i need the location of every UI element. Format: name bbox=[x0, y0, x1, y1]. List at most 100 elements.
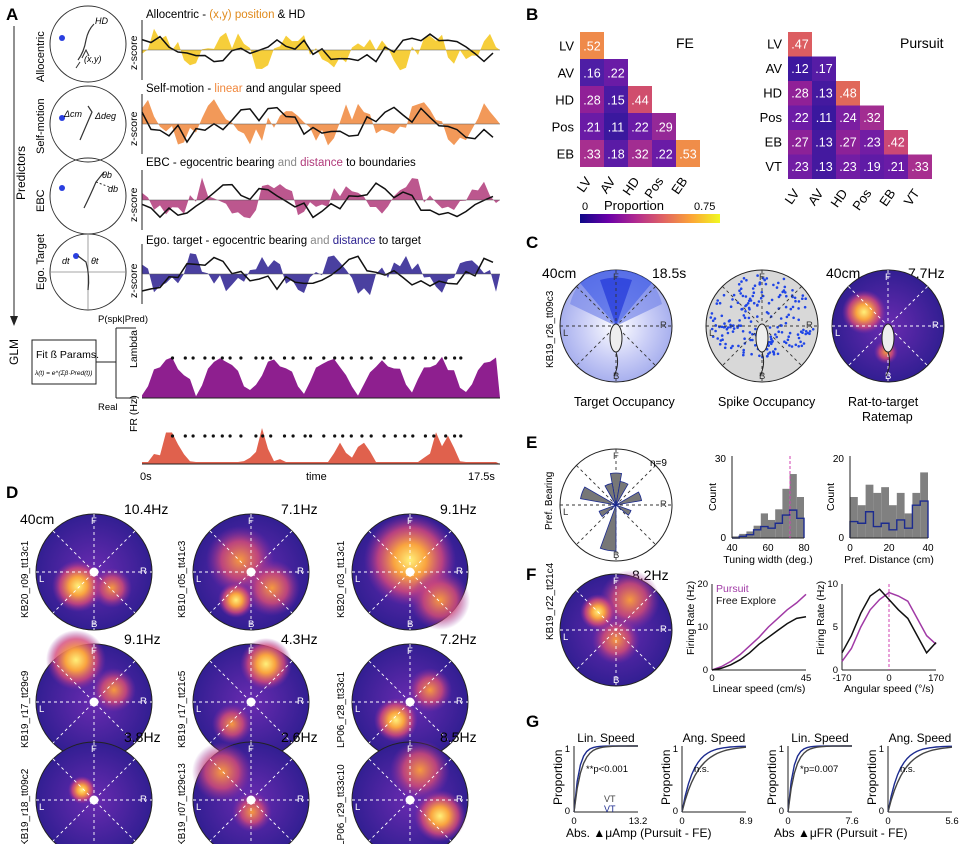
compass-line bbox=[52, 758, 136, 842]
plot-xlabel: Linear speed (cm/s) bbox=[713, 683, 806, 695]
spike-dot bbox=[220, 434, 224, 438]
plot-ytick: 20 bbox=[697, 579, 708, 590]
pursuit-curve bbox=[841, 591, 937, 662]
zscore-trace bbox=[141, 255, 494, 292]
plot-xlabel: Angular speed (°/s) bbox=[844, 683, 934, 695]
matrix-cell-value: .12 bbox=[791, 62, 808, 76]
spike-dot bbox=[790, 345, 794, 348]
matrix-row-label: Pos bbox=[552, 119, 575, 134]
svg-text:dt: dt bbox=[62, 256, 70, 266]
plot-ytick: 5 bbox=[833, 622, 838, 633]
ratemap-cell-id: KB19_r17_tt29c9 bbox=[20, 670, 31, 748]
center-dot bbox=[246, 795, 256, 805]
hist-bar bbox=[789, 474, 797, 538]
cdf-stat: **p<0.001 bbox=[586, 764, 628, 775]
spike-dot bbox=[754, 344, 757, 347]
matrix-cell bbox=[860, 130, 884, 155]
rose-petal bbox=[615, 491, 643, 506]
rose-petal bbox=[580, 486, 617, 506]
cdf-ytick: 1 bbox=[779, 744, 784, 755]
spike-dot bbox=[739, 292, 742, 295]
matrix-cell-value: .13 bbox=[815, 136, 832, 150]
ratemap-peak-rate: 9.1Hz bbox=[124, 631, 161, 647]
spike-dot bbox=[729, 346, 733, 350]
compass-back: B bbox=[248, 619, 254, 630]
spike-dot bbox=[761, 277, 765, 280]
lambda-label: Lambda bbox=[128, 330, 140, 368]
compass-line bbox=[368, 660, 452, 744]
spike-dot bbox=[715, 302, 719, 305]
compass-right: R bbox=[660, 320, 667, 331]
spike-dot bbox=[756, 304, 759, 307]
matrix-cell-value: .27 bbox=[791, 136, 808, 150]
spike-dot bbox=[784, 305, 788, 309]
compass-line bbox=[209, 530, 293, 614]
hist-outline bbox=[732, 509, 805, 539]
hist-xlabel: Tuning width (deg.) bbox=[723, 554, 813, 566]
matrix-cell bbox=[628, 140, 652, 167]
hist-bar bbox=[768, 519, 776, 538]
spike-dot bbox=[211, 434, 215, 438]
compass-back: B bbox=[613, 675, 619, 686]
spike-dot bbox=[785, 294, 788, 298]
spike-dot bbox=[752, 291, 756, 295]
cdf-ylabel: Proportion bbox=[551, 750, 565, 805]
spike-dot bbox=[254, 434, 258, 438]
compass-left: L bbox=[196, 704, 201, 715]
hist-xtick: 60 bbox=[762, 543, 774, 554]
compass-front: F bbox=[91, 646, 97, 657]
spike-dot bbox=[322, 356, 326, 360]
zscore-trace bbox=[141, 33, 494, 63]
compass-front: F bbox=[91, 516, 97, 527]
matrix-cell bbox=[788, 130, 812, 155]
matrix-cell-value: .17 bbox=[815, 62, 832, 76]
matrix-cell-value: .27 bbox=[839, 136, 856, 150]
spike-dot bbox=[723, 322, 726, 325]
matrix-cell-value: .11 bbox=[608, 120, 624, 134]
compass-line bbox=[52, 530, 136, 614]
row-label-ebc: EBC bbox=[35, 189, 47, 212]
plot-xtick: 45 bbox=[801, 673, 812, 684]
pursuit-curve bbox=[711, 593, 807, 671]
plot-ytick: 10 bbox=[827, 579, 838, 590]
rose-petal bbox=[615, 480, 629, 506]
compass-back: B bbox=[759, 371, 765, 382]
hist-bar bbox=[857, 505, 866, 538]
correlation-matrix-pursuit: LV .47 AV .12 .17 HD .28 .13 .48 Pos .22 .11 .24 .32 E… bbox=[760, 32, 932, 213]
spike-dot bbox=[291, 434, 295, 438]
spike-dot bbox=[727, 319, 731, 323]
spike-dot bbox=[737, 283, 741, 286]
spike-dot bbox=[738, 319, 741, 322]
compass-left: L bbox=[39, 574, 44, 585]
compass-left: L bbox=[355, 704, 360, 715]
spike-dot bbox=[759, 296, 763, 300]
cdf-title: Lin. Speed bbox=[791, 731, 848, 745]
hist-bar bbox=[753, 525, 761, 538]
rose-n: n=9 bbox=[650, 458, 667, 469]
plot-ytick: 0 bbox=[833, 665, 838, 676]
spike-dot bbox=[782, 277, 786, 281]
matrix-cell-value: .15 bbox=[607, 93, 624, 107]
matrix-cell bbox=[812, 81, 836, 106]
rat-tail-icon bbox=[759, 351, 765, 377]
matrix-cell-value: .22 bbox=[791, 111, 808, 125]
ratemap-peak: 7.7Hz bbox=[908, 265, 945, 281]
center-dot bbox=[89, 697, 99, 707]
spike-dot bbox=[784, 291, 787, 294]
spike-dot bbox=[282, 356, 287, 360]
hist-bar bbox=[873, 492, 882, 538]
spike-dot bbox=[718, 342, 722, 346]
spike-dot bbox=[788, 331, 792, 335]
panel-b-letter: B bbox=[526, 5, 538, 24]
cdf-xmin: 0 bbox=[679, 816, 684, 827]
panel-f-letter: F bbox=[526, 565, 536, 584]
spike-dot bbox=[170, 356, 175, 360]
compass-right: R bbox=[140, 794, 147, 805]
matrix-cell bbox=[788, 56, 812, 81]
spike-dot bbox=[732, 293, 736, 297]
panel-c: C 40cm 18.5s 7.7Hz 40cm KB19_r26_tt09c3 … bbox=[526, 233, 945, 424]
center-dot bbox=[246, 567, 256, 577]
ratemap-cell-id: LP06_r28_tt33c1 bbox=[336, 671, 347, 748]
